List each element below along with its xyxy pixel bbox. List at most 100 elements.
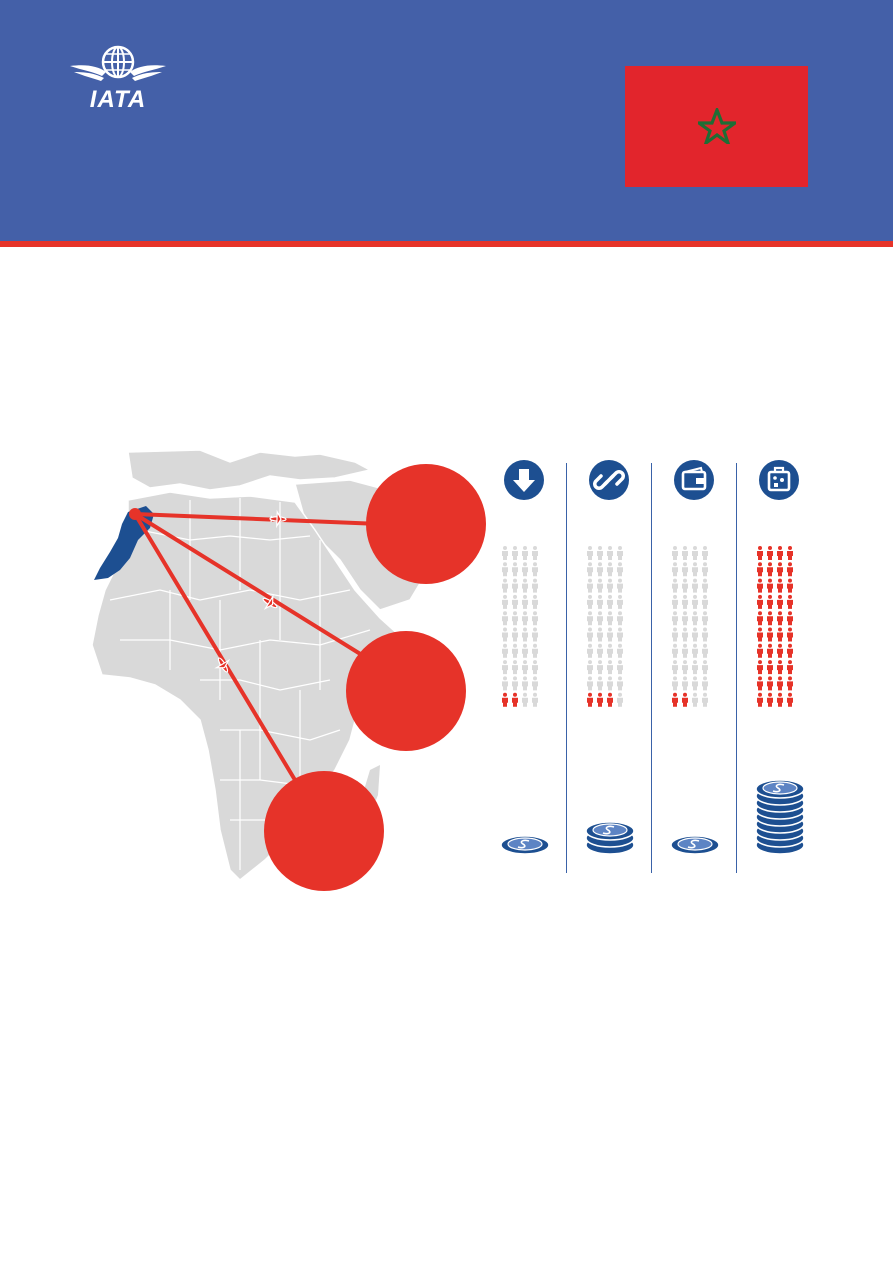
person-icon <box>702 611 708 626</box>
person-icon <box>672 546 678 560</box>
person-icon <box>597 643 603 658</box>
column-divider <box>651 463 652 873</box>
person-icon <box>757 692 763 707</box>
person-icon <box>682 546 688 560</box>
person-icon <box>672 660 678 675</box>
person-icon <box>587 546 593 560</box>
wallet-icon <box>674 460 714 500</box>
person-icon <box>692 562 698 577</box>
person-icon <box>522 546 528 560</box>
person-icon <box>587 627 593 642</box>
person-icon <box>702 692 708 707</box>
people-pictogram-grid <box>757 546 793 707</box>
people-pictogram-grid <box>587 546 623 707</box>
person-icon <box>532 578 538 593</box>
person-icon <box>692 627 698 642</box>
person-icon <box>597 578 603 593</box>
person-icon <box>617 562 623 577</box>
person-icon <box>597 676 603 691</box>
person-icon <box>757 611 763 626</box>
person-icon <box>607 676 613 691</box>
person-icon <box>787 692 793 707</box>
person-icon <box>512 643 518 658</box>
people-pictogram-grid <box>672 546 708 707</box>
person-icon <box>522 643 528 658</box>
dollar-icon <box>517 839 530 849</box>
person-icon <box>587 562 593 577</box>
person-icon <box>787 562 793 577</box>
person-icon <box>787 546 793 560</box>
person-icon <box>702 562 708 577</box>
person-icon <box>777 594 783 609</box>
coin-stack-icon <box>500 835 550 855</box>
person-icon <box>607 594 613 609</box>
person-icon <box>502 594 508 609</box>
person-icon <box>522 578 528 593</box>
person-icon <box>702 676 708 691</box>
person-icon <box>682 578 688 593</box>
person-icon <box>532 627 538 642</box>
person-icon <box>597 627 603 642</box>
person-icon <box>607 578 613 593</box>
person-icon <box>512 692 518 707</box>
person-icon <box>777 660 783 675</box>
person-icon <box>597 660 603 675</box>
person-icon <box>532 676 538 691</box>
person-icon <box>617 692 623 707</box>
person-icon <box>682 660 688 675</box>
person-icon <box>777 643 783 658</box>
person-icon <box>702 643 708 658</box>
person-icon <box>502 660 508 675</box>
person-icon <box>672 562 678 577</box>
person-icon <box>502 676 508 691</box>
person-icon <box>607 611 613 626</box>
person-icon <box>522 594 528 609</box>
person-icon <box>702 578 708 593</box>
person-icon <box>682 594 688 609</box>
person-icon <box>767 594 773 609</box>
person-icon <box>682 562 688 577</box>
pentagram-star-icon <box>698 108 736 144</box>
person-icon <box>587 578 593 593</box>
person-icon <box>672 578 678 593</box>
person-icon <box>607 562 613 577</box>
person-icon <box>767 562 773 577</box>
person-icon <box>522 562 528 577</box>
person-icon <box>767 643 773 658</box>
person-icon <box>692 692 698 707</box>
person-icon <box>757 546 763 560</box>
person-icon <box>692 643 698 658</box>
person-icon <box>532 594 538 609</box>
person-icon <box>617 627 623 642</box>
person-icon <box>587 660 593 675</box>
person-icon <box>757 676 763 691</box>
person-icon <box>532 562 538 577</box>
person-icon <box>502 692 508 707</box>
coin-stack-icon <box>670 835 720 855</box>
person-icon <box>532 660 538 675</box>
dollar-icon <box>772 783 785 793</box>
person-icon <box>692 660 698 675</box>
person-icon <box>617 660 623 675</box>
plane-icon <box>214 657 231 673</box>
person-icon <box>672 676 678 691</box>
person-icon <box>702 594 708 609</box>
person-icon <box>512 594 518 609</box>
person-icon <box>777 692 783 707</box>
person-icon <box>502 546 508 560</box>
person-icon <box>757 627 763 642</box>
person-icon <box>597 594 603 609</box>
person-icon <box>702 660 708 675</box>
logo-wordmark: IATA <box>89 86 147 113</box>
destination-circle-east <box>346 631 466 751</box>
person-icon <box>757 562 763 577</box>
person-icon <box>787 676 793 691</box>
country-flag <box>625 66 808 187</box>
person-icon <box>587 643 593 658</box>
person-icon <box>767 578 773 593</box>
destination-circle-north <box>366 464 486 584</box>
person-icon <box>607 692 613 707</box>
person-icon <box>757 643 763 658</box>
person-icon <box>532 611 538 626</box>
person-icon <box>757 660 763 675</box>
